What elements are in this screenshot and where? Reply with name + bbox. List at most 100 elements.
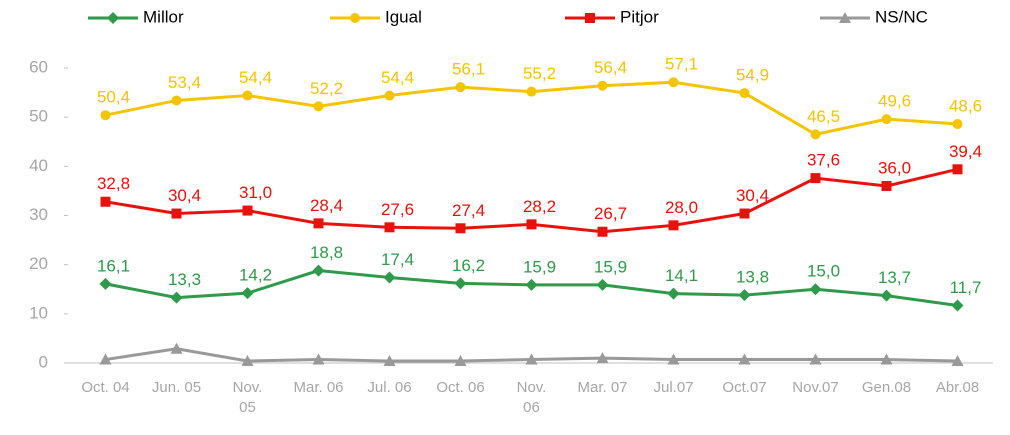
- data-point: [100, 110, 111, 121]
- data-point: [312, 353, 325, 365]
- data-label: 18,8: [310, 243, 343, 262]
- data-point: [739, 88, 750, 99]
- data-label: 27,4: [452, 201, 485, 220]
- data-point: [951, 299, 964, 312]
- data-point: [596, 352, 609, 364]
- x-tick-label: Nov. 06: [516, 379, 547, 416]
- y-tick-label: 10: [29, 303, 48, 322]
- data-point: [455, 223, 466, 234]
- data-point: [99, 277, 112, 290]
- legend-marker: [585, 13, 595, 23]
- data-point: [526, 219, 537, 230]
- data-point: [313, 218, 324, 229]
- y-tick-label: 60: [29, 57, 48, 76]
- data-point: [596, 278, 609, 291]
- data-label: 57,1: [665, 55, 698, 74]
- data-label: 28,4: [310, 196, 343, 215]
- x-tick-label: Jun. 05: [151, 379, 202, 396]
- x-tick-label: Oct. 04: [81, 379, 130, 396]
- data-point: [170, 291, 183, 304]
- data-label: 15,0: [807, 262, 840, 281]
- x-tick-label: Abr.08: [935, 379, 980, 396]
- legend-label: Millor: [143, 7, 184, 26]
- data-point: [171, 95, 182, 106]
- x-tick-label: Gen.08: [861, 379, 912, 396]
- data-label: 54,4: [239, 68, 272, 87]
- x-tick-label: Mar. 07: [577, 379, 628, 396]
- data-label: 13,3: [168, 270, 201, 289]
- data-label: 13,8: [736, 268, 769, 287]
- data-label: 16,2: [452, 256, 485, 275]
- data-label: 26,7: [594, 204, 627, 223]
- data-label: 54,4: [381, 68, 414, 87]
- data-point: [739, 208, 750, 219]
- data-label: 50,4: [97, 88, 130, 107]
- data-point: [810, 173, 821, 184]
- data-point: [525, 353, 538, 365]
- data-label: 56,4: [594, 58, 627, 77]
- data-label: 11,7: [950, 278, 982, 297]
- x-tick-label: Mar. 06: [293, 379, 344, 396]
- data-label: 53,4: [168, 73, 201, 92]
- data-point: [525, 278, 538, 291]
- x-tick-label: Jul.07: [653, 379, 694, 396]
- data-point: [667, 287, 680, 300]
- y-tick-label: 40: [29, 156, 48, 175]
- y-tick-label: 30: [29, 205, 48, 224]
- y-tick-label: 50: [29, 107, 48, 126]
- data-point: [668, 220, 679, 231]
- data-point: [170, 342, 183, 354]
- y-tick-label: 0: [39, 352, 48, 371]
- data-label: 37,6: [807, 151, 840, 170]
- data-label: 16,1: [97, 256, 130, 275]
- data-label: 14,1: [665, 266, 698, 285]
- data-label: 30,4: [736, 186, 769, 205]
- legend-marker: [839, 12, 851, 23]
- data-label: 28,0: [665, 198, 698, 217]
- data-label: 31,0: [239, 183, 272, 202]
- data-point: [738, 289, 751, 302]
- data-point: [454, 277, 467, 290]
- x-tick-label: Oct. 06: [436, 379, 485, 396]
- data-label: 27,6: [381, 200, 414, 219]
- legend-label: Igual: [385, 7, 422, 26]
- x-tick-label: Nov.07: [792, 379, 839, 396]
- data-label: 48,6: [949, 97, 982, 116]
- x-tick-label: Jul. 06: [367, 379, 412, 396]
- data-point: [100, 196, 111, 207]
- data-point: [384, 90, 395, 101]
- data-point: [455, 82, 466, 93]
- data-point: [809, 283, 822, 296]
- data-point: [454, 355, 467, 367]
- data-label: 55,2: [523, 64, 556, 83]
- x-tick-label: Nov. 05: [232, 379, 263, 416]
- data-point: [383, 271, 396, 284]
- data-point: [99, 353, 112, 365]
- legend-label: NS/NC: [875, 7, 928, 26]
- data-label: 17,4: [381, 250, 414, 269]
- legend-marker: [107, 12, 119, 24]
- data-point: [526, 86, 537, 97]
- legend-label: Pitjor: [620, 7, 659, 26]
- data-point: [241, 355, 254, 367]
- data-point: [738, 353, 751, 365]
- data-label: 32,8: [97, 174, 130, 193]
- data-label: 30,4: [168, 186, 201, 205]
- data-point: [668, 77, 679, 88]
- data-point: [242, 205, 253, 216]
- data-point: [242, 90, 253, 101]
- data-label: 54,9: [736, 66, 769, 85]
- data-label: 52,2: [310, 79, 343, 98]
- data-point: [667, 353, 680, 365]
- data-point: [383, 355, 396, 367]
- x-tick-label: Oct.07: [722, 379, 767, 396]
- data-label: 36,0: [878, 158, 911, 177]
- data-point: [241, 287, 254, 300]
- data-point: [597, 226, 608, 237]
- data-point: [952, 164, 963, 175]
- data-point: [952, 119, 963, 130]
- data-point: [313, 101, 324, 112]
- data-point: [171, 208, 182, 219]
